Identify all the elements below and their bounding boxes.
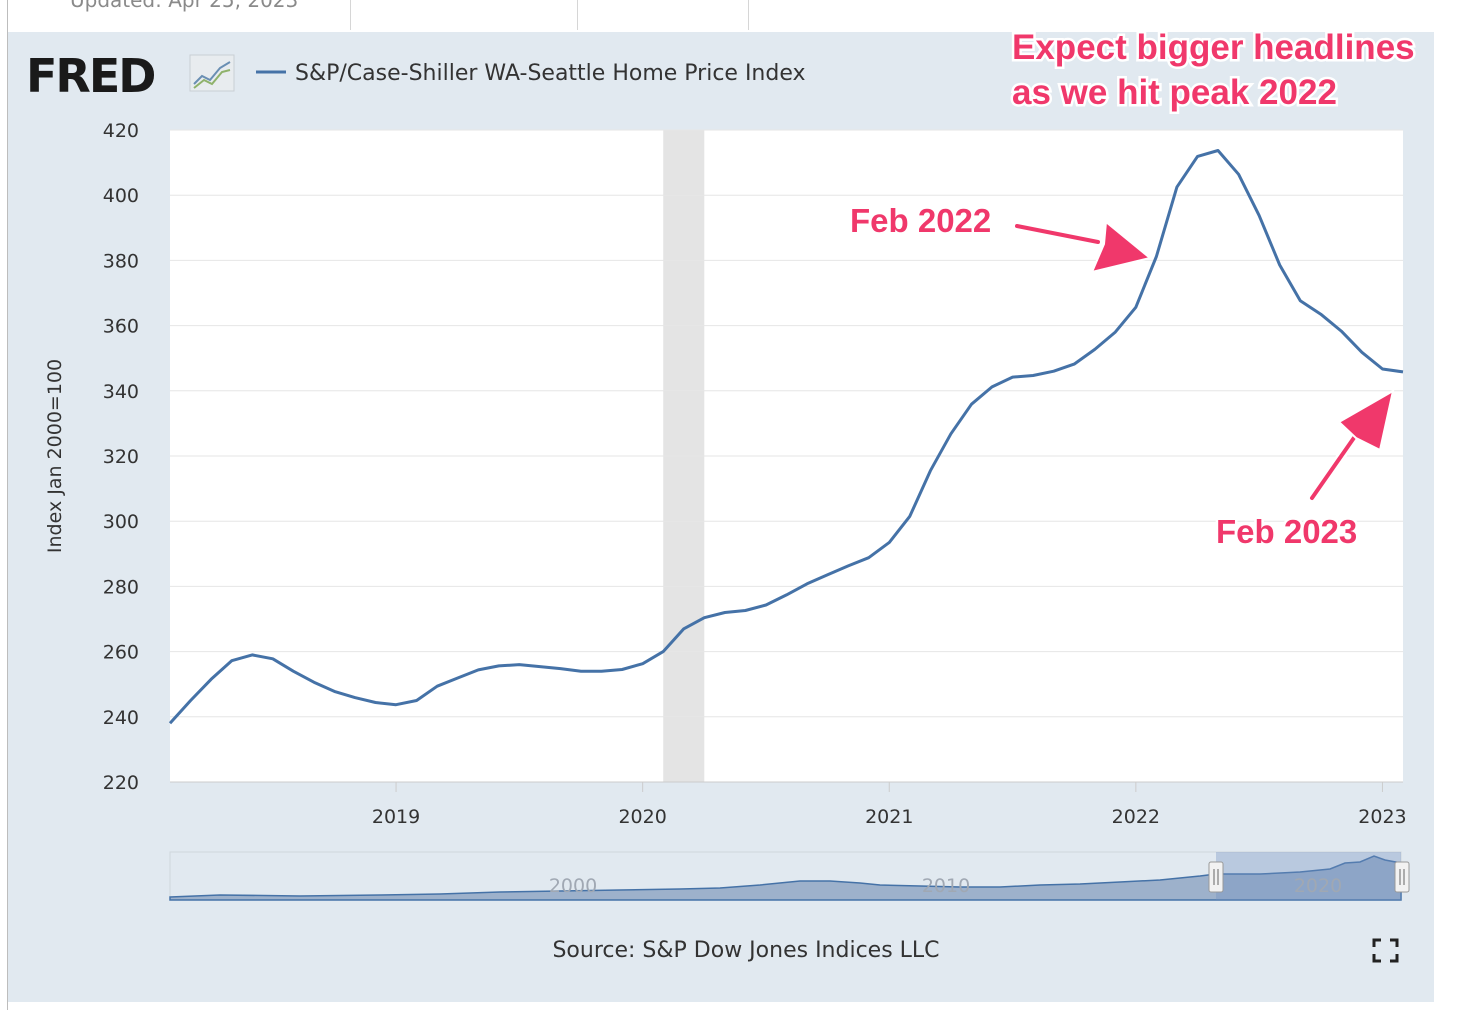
arrow-feb2022 (1012, 220, 1153, 274)
fred-logo-text: FRED (26, 49, 154, 103)
headline-annotation-line2: as we hit peak 2022 (1012, 73, 1337, 112)
left-border (0, 0, 8, 1010)
range-navigator[interactable]: 2000 2010 2020 (169, 851, 1410, 901)
x-axis-ticks: 2019 2020 2021 2022 2023 (372, 782, 1407, 828)
x-tick-label: 2020 (618, 806, 666, 828)
arrow-feb2023 (1307, 389, 1395, 503)
navigator-series (169, 855, 1402, 901)
headline-annotation-line1: Expect bigger headlines (1012, 28, 1415, 67)
x-tick-label: 2022 (1112, 806, 1160, 828)
source-text: Source: S&P Dow Jones Indices LLC (552, 938, 939, 963)
series-line (168, 149, 1404, 725)
y-tick-label: 280 (103, 576, 139, 598)
top-strip: Updated: Apr 25, 2023 (0, 0, 1484, 30)
x-tick-label: 2021 (865, 806, 913, 828)
gridlines (170, 129, 1403, 783)
legend-label: S&P/Case-Shiller WA-Seattle Home Price I… (295, 61, 806, 86)
strip-cell (578, 0, 749, 30)
strip-cell (351, 0, 578, 30)
y-tick-label: 300 (103, 511, 139, 533)
fred-logo[interactable]: FRED (26, 49, 235, 103)
fullscreen-icon[interactable] (1372, 938, 1399, 963)
navigator-label: 2010 (922, 875, 970, 897)
strip-cell (0, 0, 351, 30)
y-tick-label: 360 (103, 316, 139, 338)
navigator-label: 2000 (549, 875, 597, 897)
x-tick-label: 2019 (372, 806, 420, 828)
navigator-handle-right[interactable] (1394, 861, 1410, 893)
feb2022-annotation: Feb 2022 (850, 202, 991, 239)
y-tick-label: 420 (103, 120, 139, 142)
y-tick-label: 240 (103, 707, 139, 729)
y-tick-label: 380 (103, 250, 139, 272)
y-tick-label: 400 (103, 185, 139, 207)
legend[interactable]: S&P/Case-Shiller WA-Seattle Home Price I… (256, 61, 806, 86)
navigator-handle-left[interactable] (1208, 861, 1224, 893)
updated-date-text: Updated: Apr 25, 2023 (70, 0, 299, 12)
graph-logo-icon (189, 54, 235, 92)
y-axis-title: Index Jan 2000=100 (44, 359, 66, 553)
y-tick-label: 320 (103, 446, 139, 468)
series-group (168, 149, 1404, 725)
navigator-label: 2020 (1294, 875, 1342, 897)
y-tick-label: 220 (103, 772, 139, 794)
feb2023-annotation: Feb 2023 (1216, 513, 1357, 550)
y-axis-ticks: 220 240 260 280 300 320 340 360 380 400 420 (103, 120, 139, 794)
y-tick-label: 260 (103, 642, 139, 664)
x-tick-label: 2023 (1358, 806, 1406, 828)
y-tick-label: 340 (103, 381, 139, 403)
navigator-selection[interactable] (1216, 852, 1401, 900)
